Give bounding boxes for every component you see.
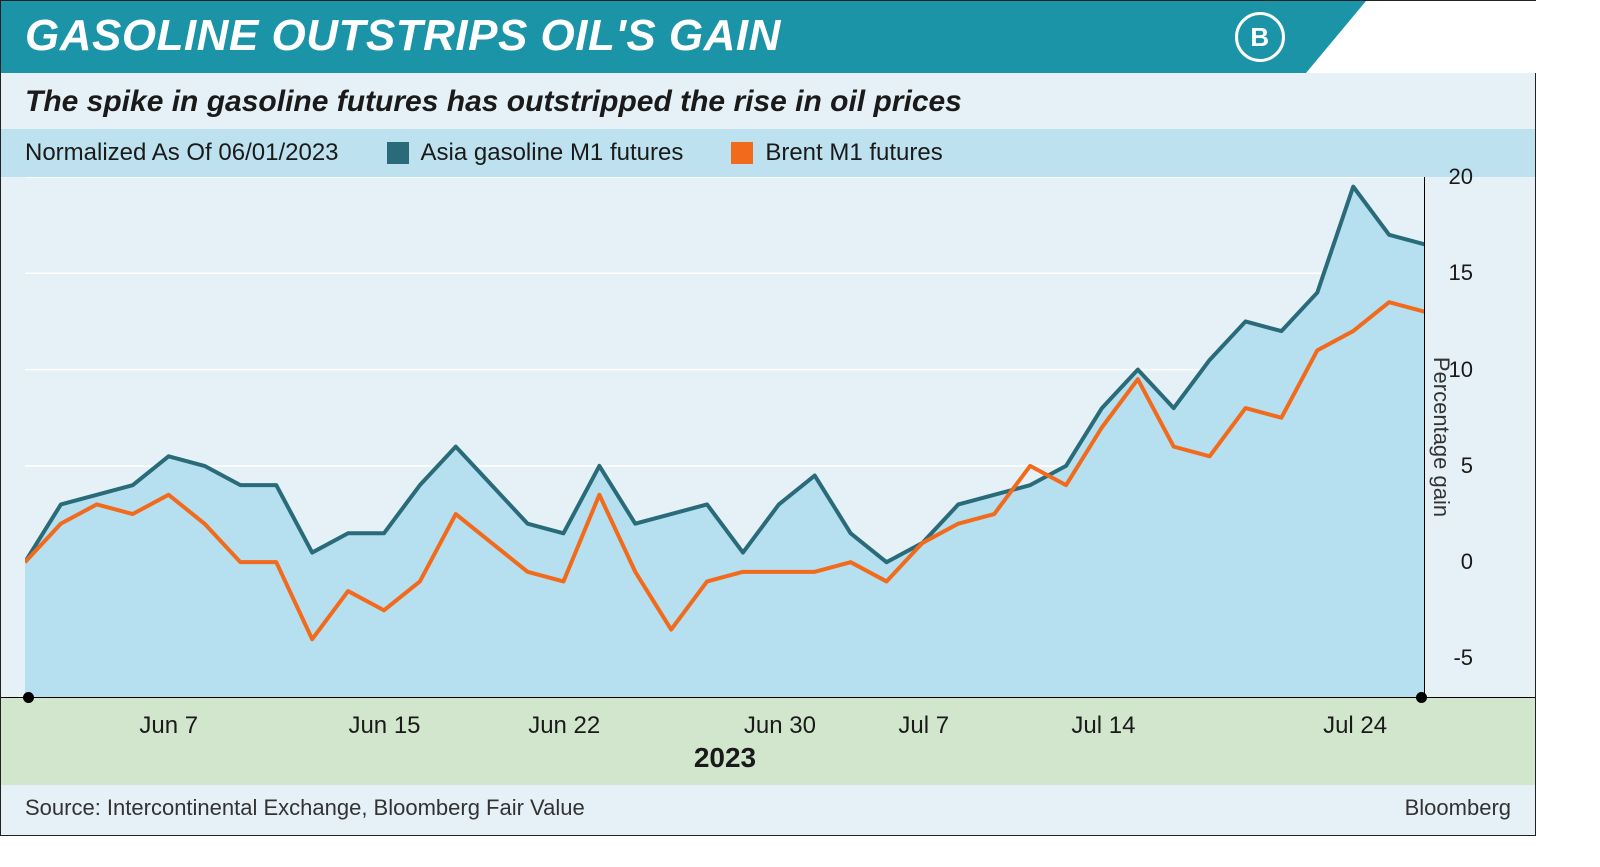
x-tick-label: Jun 15 <box>348 712 420 740</box>
publisher-logo-icon: B <box>1235 12 1285 62</box>
legend-label-gasoline: Asia gasoline M1 futures <box>421 139 684 167</box>
legend-item-brent: Brent M1 futures <box>731 139 942 167</box>
chart-plot-area: -505101520 Percentage gain <box>1 177 1535 697</box>
x-tick-label: Jul 14 <box>1071 712 1135 740</box>
x-axis-strip: Jun 7 Jun 15 Jun 22 Jun 30 Jul 7 Jul 14 Jul 24… <box>1 697 1535 785</box>
legend-item-gasoline: Asia gasoline M1 futures <box>387 139 684 167</box>
x-tick-label: Jun 7 <box>139 712 198 740</box>
legend-label-brent: Brent M1 futures <box>765 139 942 167</box>
source-text: Source: Intercontinental Exchange, Bloom… <box>25 795 585 821</box>
x-tick-label: Jul 24 <box>1323 712 1387 740</box>
chart-title: GASOLINE OUTSTRIPS OIL'S GAIN <box>25 11 781 61</box>
y-tick-label: -5 <box>1453 645 1473 671</box>
axis-endpoint-left-icon <box>23 692 34 703</box>
attribution-text: Bloomberg <box>1405 795 1511 821</box>
chart-subtitle: The spike in gasoline futures has outstr… <box>1 73 1535 129</box>
title-banner: GASOLINE OUTSTRIPS OIL'S GAIN B <box>1 1 1535 73</box>
x-axis-ticks: Jun 7 Jun 15 Jun 22 Jun 30 Jul 7 Jul 14 Jul 24 <box>25 712 1425 738</box>
x-tick-label: Jul 7 <box>898 712 949 740</box>
legend-bar: Normalized As Of 06/01/2023 Asia gasolin… <box>1 129 1535 177</box>
y-tick-label: 0 <box>1461 549 1473 575</box>
source-footer: Source: Intercontinental Exchange, Bloom… <box>1 785 1535 835</box>
y-tick-label: 20 <box>1449 164 1473 190</box>
y-tick-label: 5 <box>1461 453 1473 479</box>
x-axis-year: 2023 <box>25 742 1425 774</box>
legend-swatch-gasoline <box>387 142 409 164</box>
legend-swatch-brent <box>731 142 753 164</box>
axis-endpoint-right-icon <box>1416 692 1427 703</box>
chart-card: GASOLINE OUTSTRIPS OIL'S GAIN B The spik… <box>0 0 1536 836</box>
y-tick-label: 15 <box>1449 260 1473 286</box>
normalization-note: Normalized As Of 06/01/2023 <box>25 139 339 167</box>
plot <box>25 177 1425 697</box>
x-tick-label: Jun 30 <box>744 712 816 740</box>
x-tick-label: Jun 22 <box>528 712 600 740</box>
y-axis-title: Percentage gain <box>1428 357 1454 517</box>
